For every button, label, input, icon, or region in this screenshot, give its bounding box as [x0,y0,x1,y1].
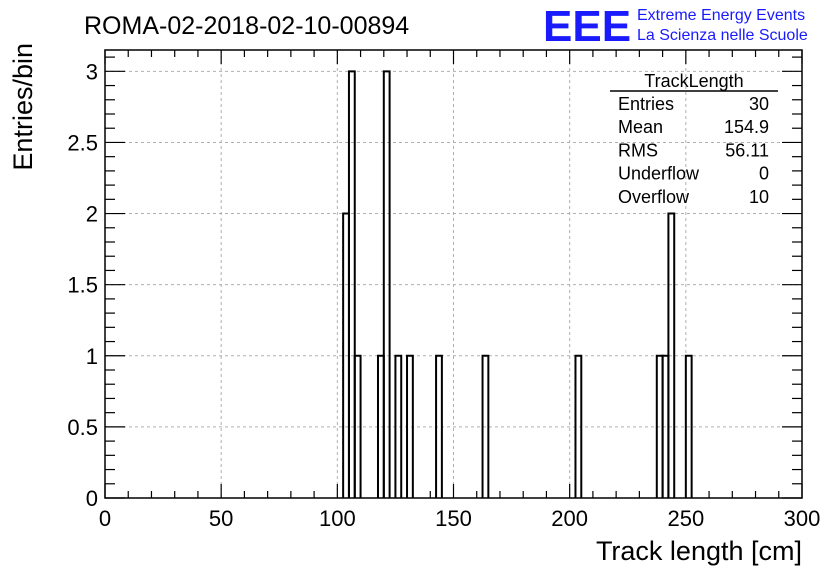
brand-line-1: Extreme Energy Events [637,7,805,24]
histogram-bin [481,354,490,498]
stats-title: TrackLength [644,71,743,91]
histogram-bin [382,70,391,498]
stats-row-value: 10 [749,187,769,207]
stats-row-label: Overflow [618,187,690,207]
y-tick-label: 1.5 [67,273,98,298]
stats-row-value: 56.11 [725,140,769,160]
stats-row-label: Underflow [618,164,700,184]
x-tick-label: 200 [551,506,588,531]
y-axis-label: Entries/bin [8,43,38,171]
stats-row-value: 154.9 [724,117,769,137]
y-tick-label: 1 [86,344,98,369]
y-tick-label: 0 [86,486,98,511]
y-tick-label: 3 [86,59,98,84]
x-tick-label: 250 [667,506,704,531]
stats-row-label: Mean [618,117,663,137]
grid-lines [105,50,802,498]
stats-row-value: 0 [759,164,769,184]
y-tick-labels: 0 0.5 1 1.5 2 2.5 3 [67,59,98,511]
y-tick-label: 0.5 [67,415,98,440]
histogram-bin [684,354,693,498]
histogram-bin [394,354,403,498]
x-tick-label: 100 [319,506,356,531]
histogram-bars [342,70,693,498]
x-axis-label: Track length [cm] [596,536,802,566]
stats-row-label: Entries [618,94,674,114]
y-tick-label: 2.5 [67,130,98,155]
x-tick-label: 50 [209,506,233,531]
run-title: ROMA-02-2018-02-10-00894 [84,12,409,40]
stats-row-value: 30 [749,94,769,114]
histogram-bin [667,212,676,498]
histogram-bin [406,354,414,498]
histogram-bin [574,354,583,498]
histogram-bin [435,354,443,498]
x-tick-label: 0 [99,506,111,531]
y-tick-label: 2 [86,202,98,227]
stats-box: TrackLength Entries 30 Mean 154.9 RMS 56.11 Un… [610,71,778,207]
histogram-bin [347,70,356,498]
axis-ticks [104,50,803,499]
eee-logo: EEE [543,2,631,51]
stats-row-label: RMS [618,140,658,160]
x-tick-label: 150 [435,506,472,531]
x-tick-label: 300 [784,506,821,531]
brand-line-2: La Scienza nelle Scuole [637,27,808,44]
x-tick-labels: 0 50 100 150 200 250 300 [99,506,820,531]
histogram-bin [353,354,362,498]
